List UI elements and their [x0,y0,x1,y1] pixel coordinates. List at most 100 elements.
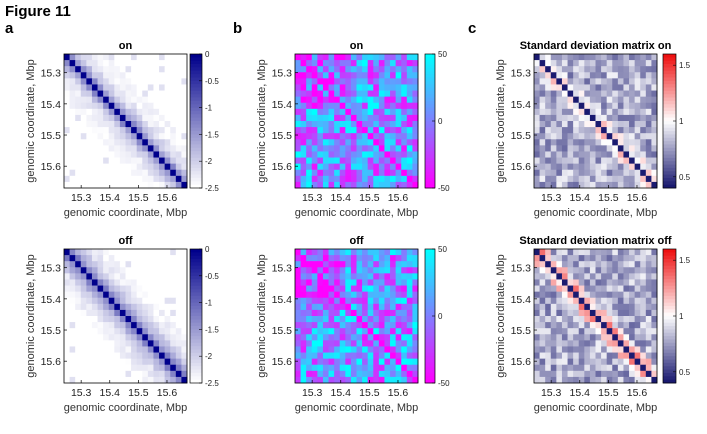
heatmap-cell [345,102,352,110]
heatmap-cell [328,279,335,286]
heatmap-cell [645,261,652,268]
heatmap-cell [295,54,301,61]
heatmap-cell [612,352,619,360]
heatmap-cell [295,340,301,347]
heatmap-cell [395,72,402,79]
heatmap-cell [601,60,608,67]
heatmap-cell [91,370,98,378]
heatmap-cell [328,127,335,134]
heatmap-cell [295,127,301,134]
heatmap-cell [556,169,563,177]
heatmap-cell [634,364,641,372]
heatmap-cell [91,121,98,128]
heatmap-cell [317,358,324,366]
heatmap-cell [125,249,132,256]
heatmap-cell [322,297,329,305]
heatmap-cell [317,78,324,85]
heatmap-cell [556,309,563,317]
heatmap-cell [401,66,408,73]
colorbar-step [425,249,435,253]
heatmap-cell [339,163,346,171]
heatmap-cell [322,249,329,256]
heatmap-cell [561,358,568,366]
heatmap-cell [595,267,602,274]
heatmap-cell [629,72,636,79]
heatmap-cell [645,102,652,110]
heatmap-cell [322,114,329,122]
colorbar-step [425,332,435,337]
heatmap-cell [390,175,397,183]
heatmap-cell [567,346,574,353]
heatmap-cell [356,102,363,110]
heatmap-cell [617,291,624,299]
x-tick-label: 15.5 [359,387,380,399]
heatmap-cell [114,255,121,262]
heatmap-cell [601,316,608,323]
heatmap-cell [367,376,374,384]
heatmap-cell [295,121,301,128]
heatmap-cell [131,291,138,299]
heatmap-cell [80,151,87,158]
heatmap-cell [373,352,380,360]
heatmap-cell [159,102,166,110]
heatmap-cell [567,279,574,286]
heatmap-cell [651,364,658,372]
heatmap-cell [339,127,346,134]
heatmap-cell [534,249,540,256]
heatmap-cell [295,102,301,110]
heatmap-cell [181,316,188,323]
colorbar-step [663,114,676,119]
heatmap-cell [412,114,419,122]
heatmap-cell [170,151,177,158]
heatmap-cell [114,84,121,91]
heatmap-cell [306,279,313,286]
heatmap-cell [634,114,641,122]
heatmap-cell [103,175,110,183]
heatmap-cell [175,255,182,262]
heatmap-cell [80,261,87,268]
heatmap-cell [164,376,171,384]
colorbar-step [425,154,435,159]
heatmap-cell [75,102,82,110]
heatmap-cell [406,96,413,104]
heatmap-cell [64,145,70,152]
heatmap-cell [108,96,115,104]
heatmap-cell [103,303,110,311]
heatmap-cell [153,376,160,384]
heatmap-cell [561,60,568,67]
heatmap-cell [170,376,177,384]
heatmap-cell [367,297,374,305]
heatmap-cell [623,340,630,347]
heatmap-cell [175,279,182,286]
y-tick-label: 15.5 [41,130,62,142]
heatmap-cell [589,316,596,323]
heatmap-cell [373,249,380,256]
x-tick-label: 15.6 [388,387,409,399]
heatmap-cell [578,145,585,152]
heatmap-cell [311,291,318,299]
colorbar-step [190,249,202,253]
heatmap-cell [545,303,552,311]
heatmap-cell [108,151,115,158]
heatmap-cell [86,102,93,110]
heatmap-cell [97,78,104,85]
heatmap-cell [339,78,346,85]
heatmap-cell [539,96,546,104]
heatmap-cell [651,139,658,146]
heatmap-cell [606,267,613,274]
heatmap-cell [103,273,110,280]
heatmap-cell [153,169,160,177]
heatmap-cell [550,322,557,329]
heatmap-cell [97,145,104,152]
heatmap-cell [153,102,160,110]
heatmap-cell [295,145,301,152]
heatmap-cell [373,291,380,299]
heatmap-cell [567,334,574,341]
heatmap-cell [412,352,419,360]
heatmap-cell [578,303,585,311]
heatmap-cell [97,151,104,158]
heatmap-cell [412,358,419,366]
heatmap-cell [317,163,324,171]
colorbar-b-on: 500-50 [424,50,450,193]
heatmap-cell [578,181,585,189]
